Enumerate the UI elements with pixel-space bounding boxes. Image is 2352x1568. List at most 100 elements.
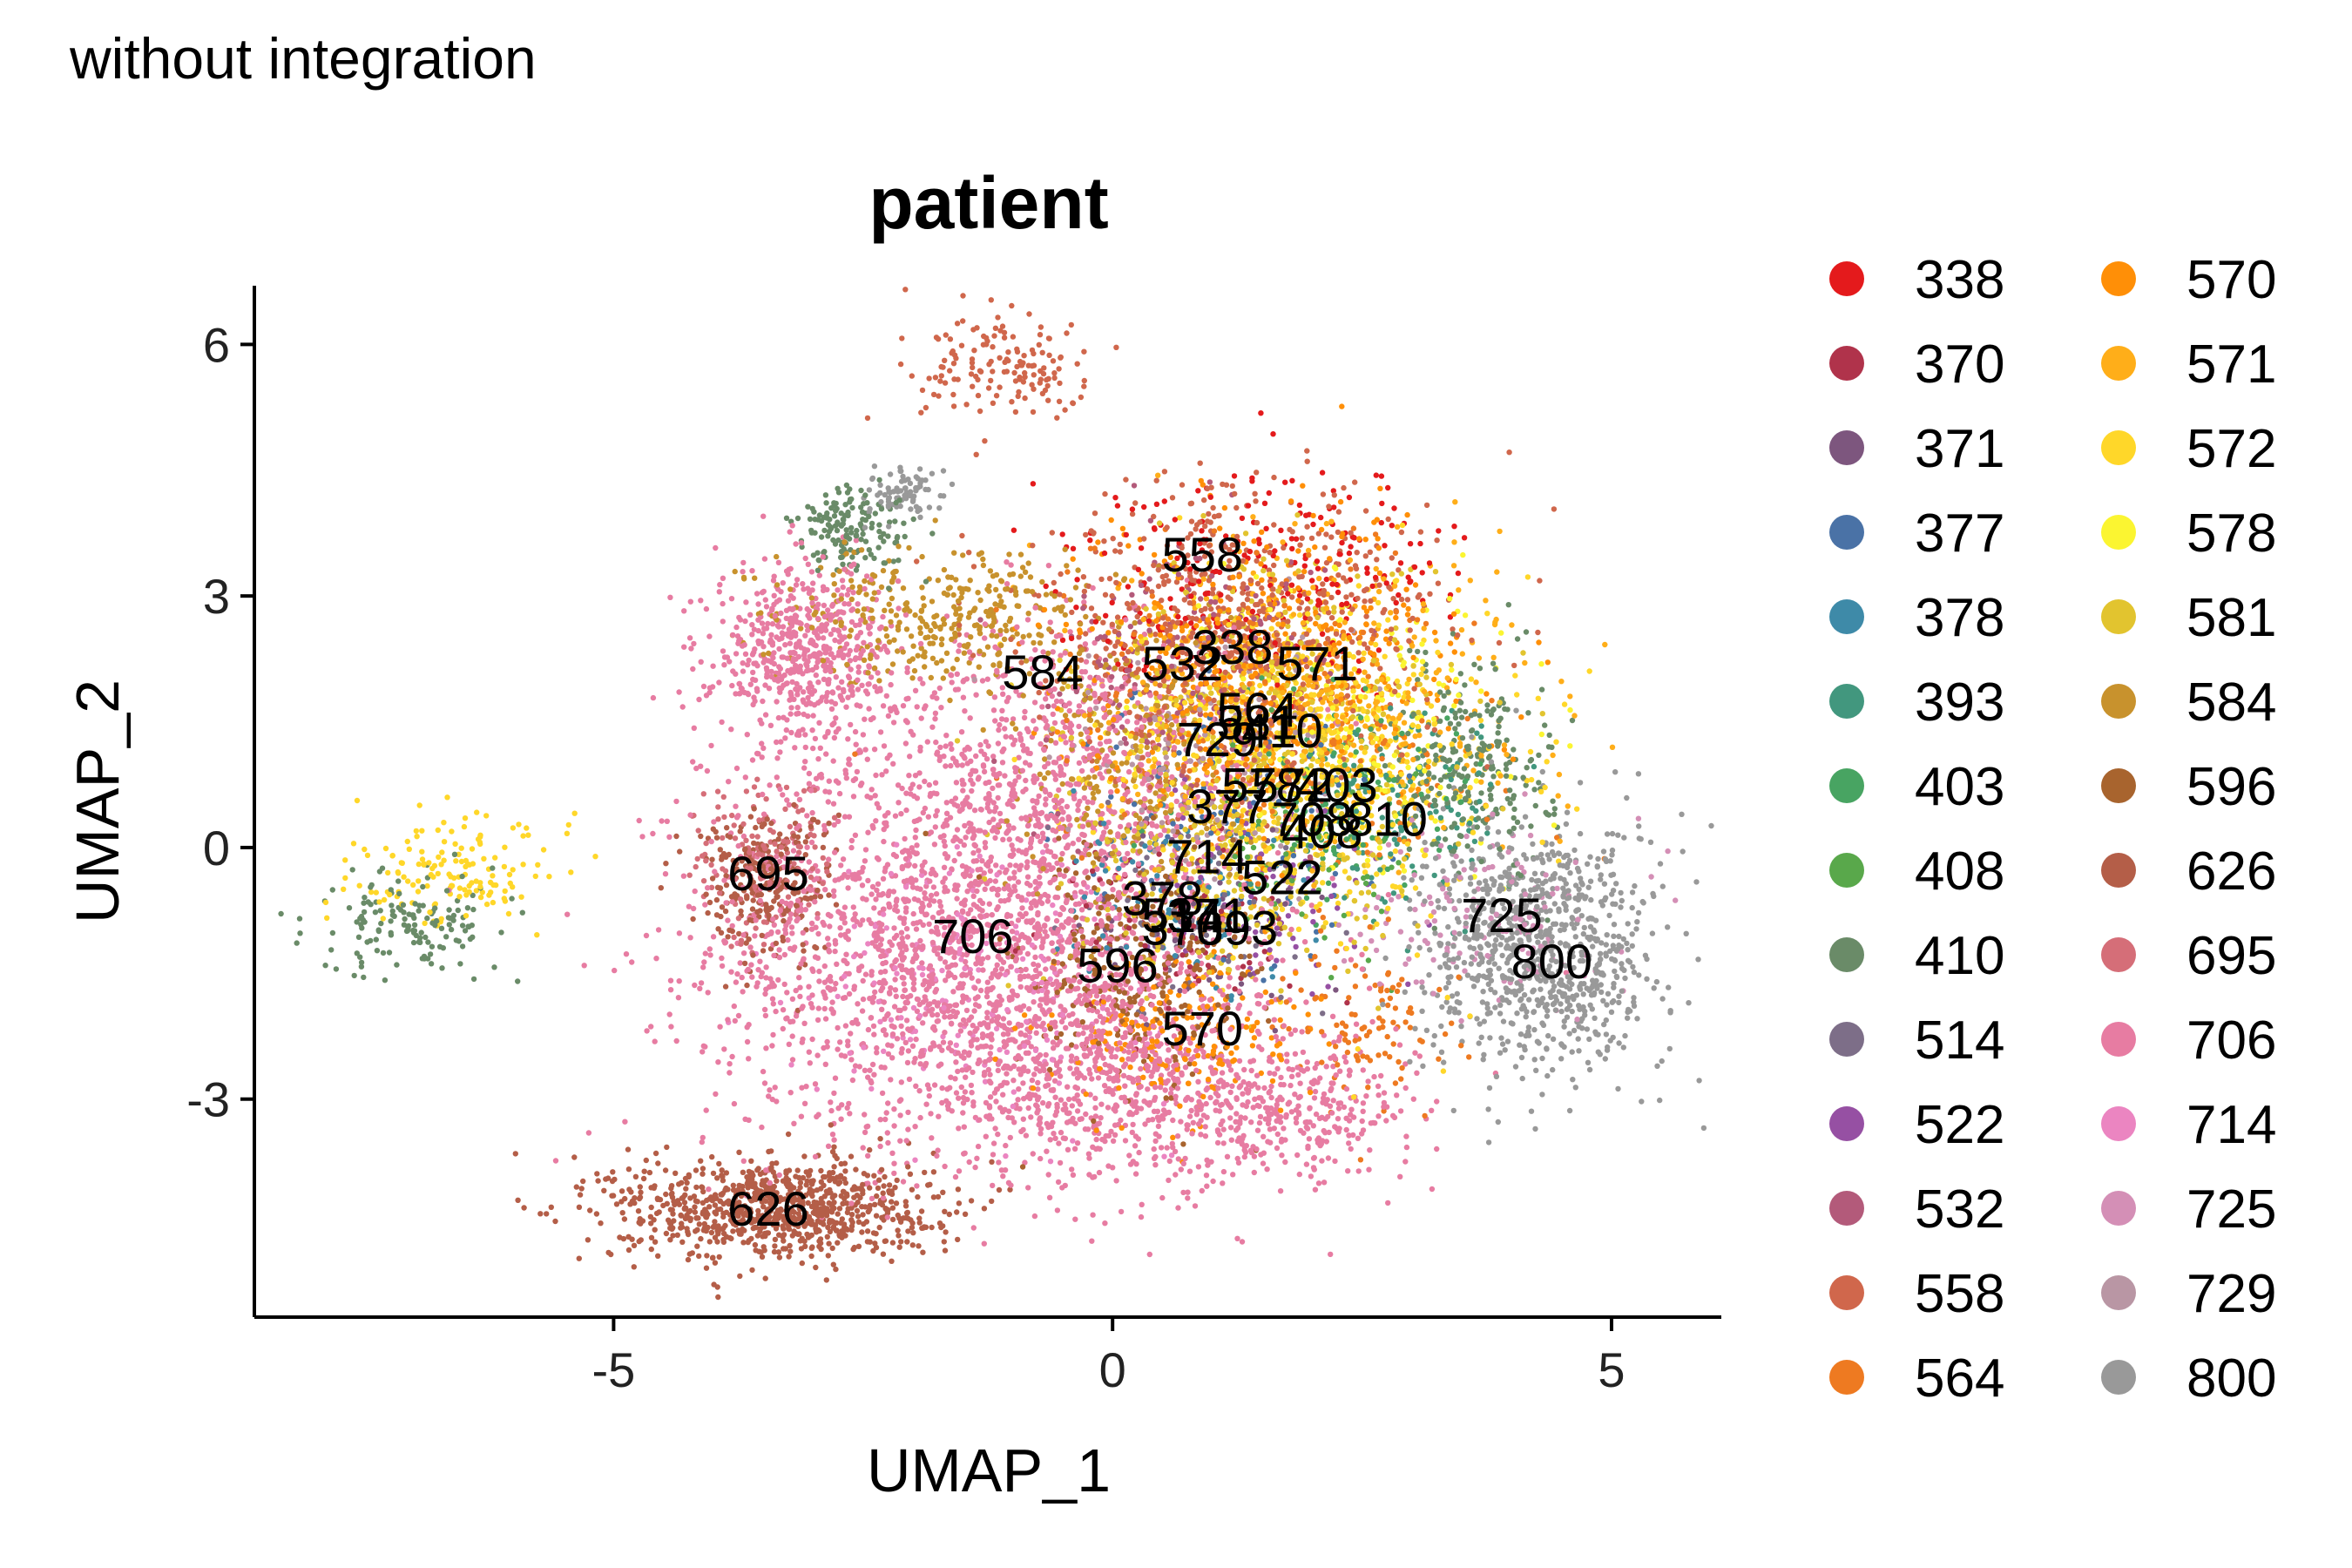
cell-point-706 bbox=[798, 1113, 805, 1119]
cell-point-572 bbox=[416, 802, 422, 808]
cell-point-706 bbox=[999, 707, 1005, 713]
cell-point-558 bbox=[995, 314, 1001, 321]
cell-point-706 bbox=[942, 1014, 948, 1020]
plot-title: patient bbox=[868, 162, 1108, 244]
cell-point-393 bbox=[1478, 723, 1484, 729]
cell-point-410 bbox=[410, 939, 417, 946]
cell-point-558 bbox=[1506, 449, 1512, 456]
cell-point-706 bbox=[828, 1099, 834, 1105]
cell-point-558 bbox=[1304, 448, 1310, 454]
cell-point-532 bbox=[1308, 569, 1314, 576]
cell-point-800 bbox=[1558, 1008, 1565, 1015]
cell-point-410 bbox=[818, 534, 825, 540]
cell-point-410 bbox=[833, 500, 839, 507]
cell-point-626 bbox=[673, 833, 679, 840]
cell-point-800 bbox=[1598, 940, 1605, 946]
cell-point-410 bbox=[362, 895, 368, 901]
cell-point-706 bbox=[1195, 1164, 1202, 1170]
cell-point-725 bbox=[1430, 990, 1436, 997]
cell-point-706 bbox=[776, 645, 782, 652]
cell-point-626 bbox=[700, 1166, 706, 1172]
cell-point-584 bbox=[830, 571, 836, 578]
cell-point-570 bbox=[1410, 654, 1416, 661]
cell-point-706 bbox=[1000, 836, 1006, 842]
cell-point-338 bbox=[1375, 647, 1382, 653]
cell-point-714 bbox=[916, 964, 923, 971]
cell-point-584 bbox=[1147, 799, 1153, 805]
cell-point-800 bbox=[1476, 1040, 1482, 1046]
cell-point-410 bbox=[876, 476, 882, 483]
cell-point-706 bbox=[904, 934, 911, 940]
cell-point-558 bbox=[1435, 580, 1442, 586]
cell-point-729 bbox=[1135, 659, 1141, 666]
cell-point-706 bbox=[903, 905, 909, 911]
cell-point-584 bbox=[1026, 632, 1032, 639]
cell-point-714 bbox=[997, 1046, 1003, 1053]
cell-point-626 bbox=[708, 1229, 715, 1236]
cell-point-578 bbox=[1405, 764, 1411, 771]
cell-point-626 bbox=[706, 1239, 713, 1245]
cell-point-800 bbox=[1619, 988, 1625, 994]
cell-point-578 bbox=[1364, 857, 1371, 864]
cell-point-706 bbox=[1303, 1161, 1310, 1167]
cell-point-584 bbox=[906, 658, 913, 665]
cell-point-626 bbox=[736, 1149, 742, 1156]
cell-point-410 bbox=[929, 531, 936, 537]
cell-point-584 bbox=[972, 605, 978, 612]
cell-point-706 bbox=[1394, 1092, 1400, 1098]
cell-point-706 bbox=[725, 1017, 731, 1023]
cell-point-706 bbox=[1083, 659, 1090, 665]
cell-point-571 bbox=[1433, 638, 1439, 644]
cell-point-706 bbox=[1089, 1076, 1095, 1082]
cell-point-706 bbox=[1078, 907, 1085, 913]
cell-point-558 bbox=[1202, 523, 1208, 530]
cell-point-706 bbox=[1365, 1078, 1371, 1085]
cell-point-706 bbox=[675, 995, 682, 1001]
cell-point-532 bbox=[1198, 596, 1204, 602]
cell-point-800 bbox=[1695, 956, 1701, 963]
cell-point-706 bbox=[888, 681, 894, 688]
cell-point-706 bbox=[827, 923, 833, 929]
cell-point-725 bbox=[1527, 832, 1534, 839]
cell-point-584 bbox=[1041, 775, 1048, 781]
cell-point-410 bbox=[519, 909, 525, 916]
cell-point-570 bbox=[1544, 659, 1551, 666]
cell-point-706 bbox=[650, 694, 657, 701]
cell-point-706 bbox=[1233, 1095, 1240, 1101]
cell-point-706 bbox=[958, 729, 965, 735]
cell-point-571 bbox=[1062, 627, 1068, 633]
cell-point-706 bbox=[777, 749, 783, 755]
cell-point-706 bbox=[1002, 773, 1008, 779]
cell-point-558 bbox=[1335, 572, 1342, 578]
cell-point-706 bbox=[1371, 1073, 1377, 1080]
cell-point-706 bbox=[736, 614, 742, 621]
cell-point-558 bbox=[1253, 498, 1259, 504]
cell-point-571 bbox=[1292, 521, 1298, 527]
cell-point-410 bbox=[418, 929, 424, 936]
cell-point-626 bbox=[800, 942, 806, 948]
cell-point-706 bbox=[862, 847, 869, 853]
cell-point-410 bbox=[328, 947, 335, 953]
cell-point-558 bbox=[1409, 615, 1416, 622]
cell-point-706 bbox=[1145, 1086, 1151, 1092]
cell-point-584 bbox=[954, 656, 960, 663]
cell-point-572 bbox=[1412, 885, 1419, 891]
cell-point-410 bbox=[834, 527, 841, 534]
cell-point-706 bbox=[700, 683, 707, 690]
cell-point-584 bbox=[990, 662, 997, 668]
cell-point-706 bbox=[825, 1143, 832, 1150]
cell-point-626 bbox=[871, 1173, 877, 1179]
cell-point-706 bbox=[956, 1125, 962, 1132]
cell-point-584 bbox=[929, 598, 936, 605]
cell-point-584 bbox=[886, 601, 892, 607]
cell-point-584 bbox=[917, 625, 923, 631]
cell-point-706 bbox=[859, 682, 865, 688]
cell-point-338 bbox=[1247, 548, 1254, 555]
cell-point-800 bbox=[1470, 983, 1477, 990]
cell-point-581 bbox=[1208, 690, 1214, 696]
cell-point-706 bbox=[1220, 1168, 1227, 1175]
cell-point-800 bbox=[866, 487, 873, 493]
cell-point-584 bbox=[940, 675, 947, 681]
cell-point-706 bbox=[932, 780, 939, 786]
